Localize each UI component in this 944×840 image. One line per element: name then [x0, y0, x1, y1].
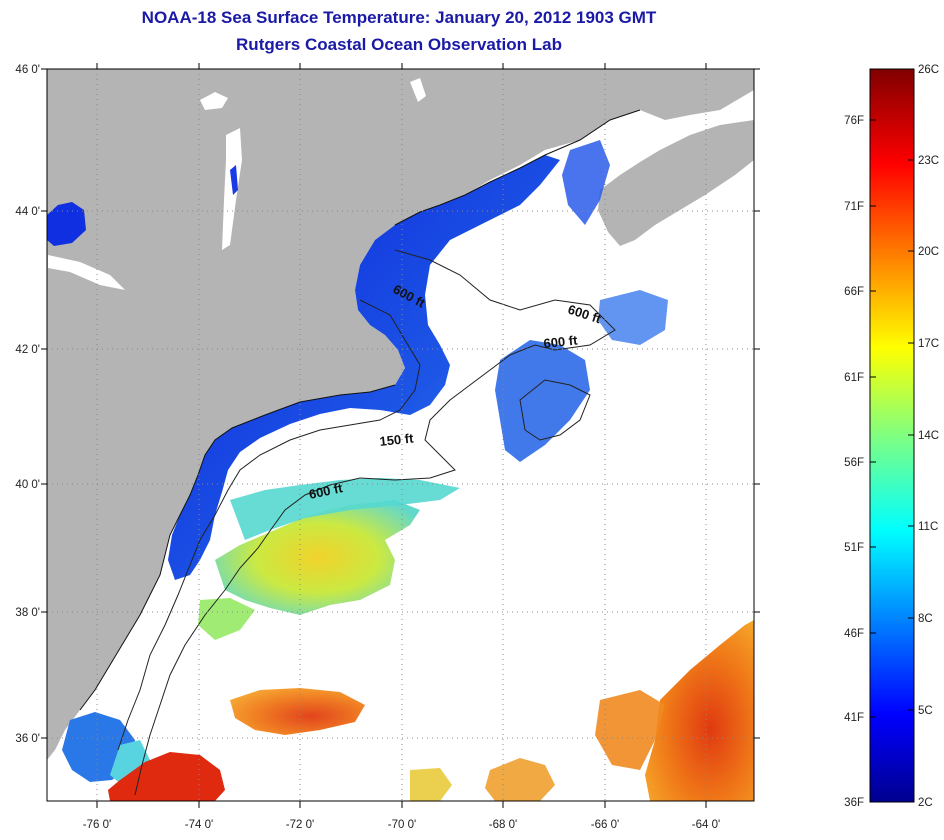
lon-label: -72 0'	[286, 819, 314, 831]
colorbar-f-label: 36F	[844, 797, 864, 809]
lake-patch	[200, 92, 228, 110]
south-yellow-patch-sst	[410, 768, 452, 801]
shelf-slope-warm-sst	[215, 500, 420, 615]
lon-ticks	[96, 63, 707, 808]
lon-label: -64 0'	[692, 819, 720, 831]
gulf-stream-south-sst	[108, 752, 225, 801]
colorbar-f-label: 71F	[844, 201, 864, 213]
lon-label: -68 0'	[489, 819, 517, 831]
colorbar-c-label: 5C	[918, 705, 933, 717]
isobath-150ft	[117, 299, 421, 751]
lon-label: -74 0'	[185, 819, 213, 831]
colorbar-f-label: 41F	[844, 712, 864, 724]
colorbar-f-label: 56F	[844, 457, 864, 469]
gulf-stream-patches-sst	[230, 688, 365, 735]
colorbar-c-label: 2C	[918, 797, 933, 809]
colorbar-c-label: 20C	[918, 246, 939, 258]
contour-label: 600 ft	[308, 480, 345, 502]
colorbar	[869, 68, 915, 803]
isobath-georges	[519, 379, 591, 441]
graticule	[47, 69, 754, 801]
colorbar-f-label: 51F	[844, 542, 864, 554]
offshore-blue-sst	[598, 290, 668, 345]
lake-patch	[410, 78, 426, 102]
lon-label: -76 0'	[83, 819, 111, 831]
figure-subtitle: Rutgers Coastal Ocean Observation Lab	[236, 35, 562, 54]
lat-label: 42 0'	[15, 344, 40, 356]
colorbar-c-label: 14C	[918, 430, 939, 442]
figure-title: NOAA-18 Sea Surface Temperature: January…	[142, 8, 657, 27]
contour-label: 600 ft	[543, 332, 579, 351]
colorbar-ticks	[870, 119, 914, 718]
nova-scotia-land	[598, 120, 754, 246]
colorbar-c-label: 23C	[918, 155, 939, 167]
gulf-stream-east-sst	[645, 620, 754, 801]
colorbar-c-label: 11C	[918, 521, 938, 533]
colorbar-c-label: 8C	[918, 613, 933, 625]
lat-label: 38 0'	[15, 607, 40, 619]
colorbar-c-label: 17C	[918, 338, 939, 350]
gulf-stream-east-tongue-sst	[595, 690, 665, 770]
lat-label: 36 0'	[15, 733, 40, 745]
lon-label: -70 0'	[388, 819, 416, 831]
georges-bank-sst	[495, 340, 590, 462]
slope-green-sst	[198, 598, 255, 640]
lat-label: 40 0'	[15, 479, 40, 491]
colorbar-f-label: 66F	[844, 286, 864, 298]
colorbar-c-label: 26C	[918, 64, 939, 76]
lake-patch	[48, 255, 125, 290]
coastline	[79, 384, 396, 711]
lat-label: 46 0'	[15, 64, 40, 76]
lon-label: -66 0'	[591, 819, 619, 831]
coastline	[394, 109, 641, 226]
slope-cyan-sst	[230, 478, 460, 540]
isobath-600ft	[134, 249, 616, 796]
colorbar-f-label: 76F	[844, 115, 864, 127]
coastal-cold-sst	[168, 155, 560, 580]
colorbar-f-label: 46F	[844, 628, 864, 640]
map-frame	[46, 68, 755, 802]
south-orange-patch-sst	[485, 758, 555, 801]
colorbar-f-label: 61F	[844, 372, 864, 384]
scotian-shelf-sst	[562, 140, 610, 225]
map-panel: 600 ft 600 ft 600 ft 150 ft 600 ft	[47, 69, 754, 801]
lake-champlain-sst	[230, 165, 238, 195]
contour-label: 150 ft	[379, 430, 415, 449]
lat-label: 44 0'	[15, 206, 40, 218]
lat-ticks	[41, 68, 760, 739]
lake-ontario-sst	[47, 202, 86, 246]
lake-patch	[222, 128, 242, 250]
